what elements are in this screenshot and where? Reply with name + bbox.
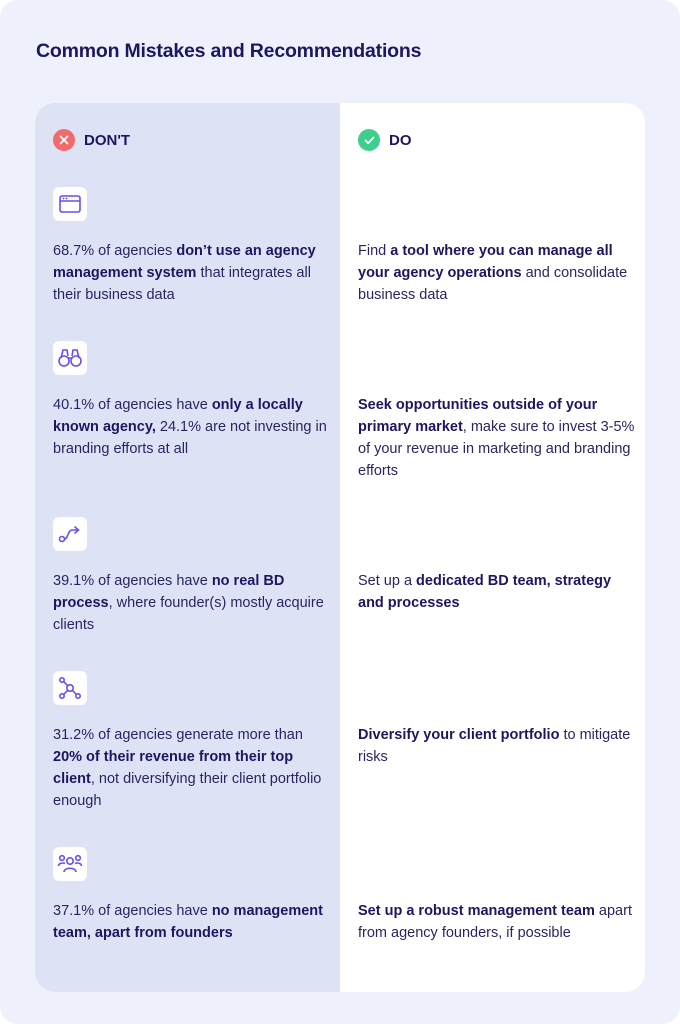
do-text-1: Find a tool where you can manage all you… [358, 243, 628, 303]
cross-icon [53, 129, 75, 151]
binoculars-icon [53, 341, 87, 375]
network-nodes-icon [53, 671, 87, 705]
dont-text-4: 31.2% of agencies generate more than 20%… [53, 727, 322, 809]
page-title: Common Mistakes and Recommendations [36, 40, 422, 62]
do-text-5: Set up a robust management team apart fr… [358, 903, 632, 941]
dont-text-2: 40.1% of agencies have only a locally kn… [53, 397, 327, 457]
route-arrow-icon [53, 517, 87, 551]
do-header: DO [358, 129, 412, 151]
browser-window-icon [53, 187, 87, 221]
do-text-3: Set up a dedicated BD team, strategy and… [358, 573, 612, 611]
dont-label: DON'T [84, 131, 131, 149]
do-text-2: Seek opportunities outside of your prima… [358, 397, 635, 479]
team-group-icon [53, 847, 87, 881]
check-icon [358, 129, 380, 151]
dont-header: DON'T [53, 129, 130, 151]
dont-column: DON'T 68.7% of agencies don’t use an age… [35, 103, 340, 992]
dont-text-5: 37.1% of agencies have no management tea… [53, 903, 323, 941]
comparison-card: DON'T 68.7% of agencies don’t use an age… [35, 103, 645, 992]
dont-text-1: 68.7% of agencies don’t use an agency ma… [53, 243, 316, 303]
do-column: DO Find a tool where you can manage all … [340, 103, 645, 992]
do-label: DO [389, 131, 412, 149]
dont-text-3: 39.1% of agencies have no real BD proces… [53, 573, 324, 633]
do-text-4: Diversify your client portfolio to mitig… [358, 727, 631, 765]
